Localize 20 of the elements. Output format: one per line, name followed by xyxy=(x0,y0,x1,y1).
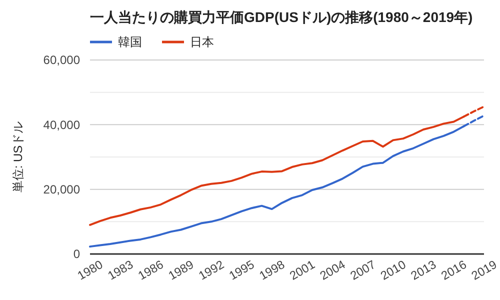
y-axis-title: 単位: USドル xyxy=(11,121,25,193)
x-tick-label: 2001 xyxy=(287,257,318,283)
legend-label: 日本 xyxy=(190,35,214,50)
y-tick-label: 20,000 xyxy=(43,182,80,197)
x-tick-label: 1998 xyxy=(256,257,288,283)
x-tick-label: 1995 xyxy=(226,257,257,283)
x-tick-label: 2007 xyxy=(348,257,378,283)
x-tick-label: 2019 xyxy=(469,257,500,283)
x-tick-label: 1986 xyxy=(136,257,166,283)
chart-title: 一人当たりの購買力平価GDP(USドル)の推移(1980～2019年) xyxy=(90,9,473,25)
y-tick-label: 40,000 xyxy=(43,118,80,132)
x-tick-label: 1989 xyxy=(166,257,196,283)
x-tick-label: 2004 xyxy=(318,257,348,283)
x-tick-label: 2016 xyxy=(438,257,470,283)
x-tick-label: 2013 xyxy=(408,257,439,283)
y-tick-label: 60,000 xyxy=(43,53,80,68)
x-tick-label: 1992 xyxy=(196,257,227,283)
x-tick-label: 2010 xyxy=(378,257,409,283)
x-tick-label: 1983 xyxy=(105,257,136,283)
legend-label: 韓国 xyxy=(118,35,142,50)
